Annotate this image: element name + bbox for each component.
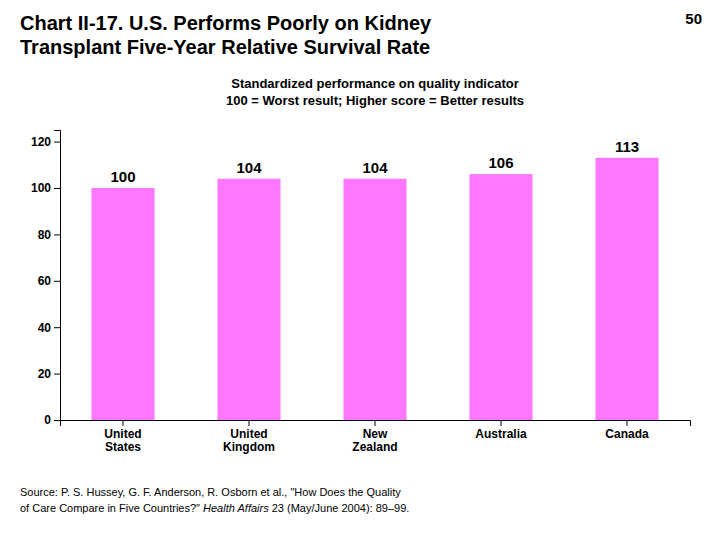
tick: 20	[38, 367, 60, 381]
tick: Australia	[475, 420, 527, 441]
y-axis: 0 20 40 60 80 100 120	[31, 131, 61, 428]
axis-line	[61, 421, 691, 427]
tick-mark	[54, 281, 60, 282]
tick: NewZealand	[352, 420, 397, 454]
tick-mark	[249, 420, 250, 426]
data-label: 104	[236, 159, 262, 176]
data-label: 113	[615, 138, 639, 155]
tick: Canada	[605, 420, 649, 441]
source-part: 23 (May/June 2004): 89–99.	[269, 502, 410, 514]
bar	[470, 174, 533, 420]
tick-label: 40	[38, 321, 52, 335]
source-part: Health Affairs	[203, 502, 269, 514]
source: Source: P. S. Hussey, G. F. Anderson, R.…	[20, 486, 401, 498]
tick: 60	[38, 274, 60, 288]
source: of Care Compare in Five Countries?" Heal…	[20, 502, 409, 514]
tick-mark	[54, 142, 60, 143]
bar	[92, 188, 155, 420]
source-part: Source: P. S. Hussey, G. F. Anderson, R.…	[20, 486, 401, 498]
tick: UnitedKingdom	[223, 420, 275, 454]
plot: UnitedStates UnitedKingdom NewZealand Austr…	[31, 131, 691, 455]
title: Chart II-17. U.S. Performs Poorly on Kid…	[20, 12, 432, 34]
axis-line	[54, 131, 61, 421]
tick-label: UnitedKingdom	[223, 427, 275, 455]
source-part: of Care Compare in Five Countries?"	[20, 502, 203, 514]
data-label: 100	[110, 168, 135, 185]
data-labels: 100 104 104 106 113	[110, 138, 639, 185]
tick-label: 80	[38, 228, 52, 242]
tick-mark	[123, 420, 124, 426]
tick-mark	[375, 420, 376, 426]
data-label: 106	[488, 154, 513, 171]
data-label: 104	[362, 159, 388, 176]
tick-label: Australia	[475, 427, 527, 441]
tick-label: NewZealand	[352, 427, 397, 455]
tick-label: 0	[44, 413, 51, 427]
tick: UnitedStates	[104, 420, 141, 454]
tick-mark	[54, 234, 60, 235]
tick-mark	[627, 420, 628, 426]
tick: 0	[44, 413, 60, 427]
bar	[596, 158, 659, 420]
tick: 40	[38, 321, 60, 335]
tick-label: 20	[38, 367, 52, 381]
tick-mark	[54, 420, 60, 421]
tick: 80	[38, 228, 60, 242]
bars	[92, 158, 659, 420]
tick-mark	[501, 420, 502, 426]
tick-label: 60	[38, 274, 52, 288]
annotation: 50	[685, 10, 702, 27]
tick-mark	[54, 188, 60, 189]
bar	[344, 179, 407, 420]
tick-label: Canada	[605, 427, 649, 441]
tick-label: UnitedStates	[104, 427, 141, 455]
tick: 120	[31, 135, 60, 149]
bar	[218, 179, 281, 420]
tick-mark	[54, 327, 60, 328]
subtitle: 100 = Worst result; Higher score = Bette…	[226, 93, 524, 108]
title: Transplant Five-Year Relative Survival R…	[20, 36, 430, 58]
tick-label: 100	[31, 181, 51, 195]
tick: 100	[31, 181, 60, 195]
tick-mark	[54, 374, 60, 375]
subtitle: Standardized performance on quality indi…	[231, 76, 519, 91]
chart: Chart II-17. U.S. Performs Poorly on Kid…	[0, 0, 720, 540]
x-axis: UnitedStates UnitedKingdom NewZealand Austr…	[61, 420, 691, 454]
tick-label: 120	[31, 135, 51, 149]
